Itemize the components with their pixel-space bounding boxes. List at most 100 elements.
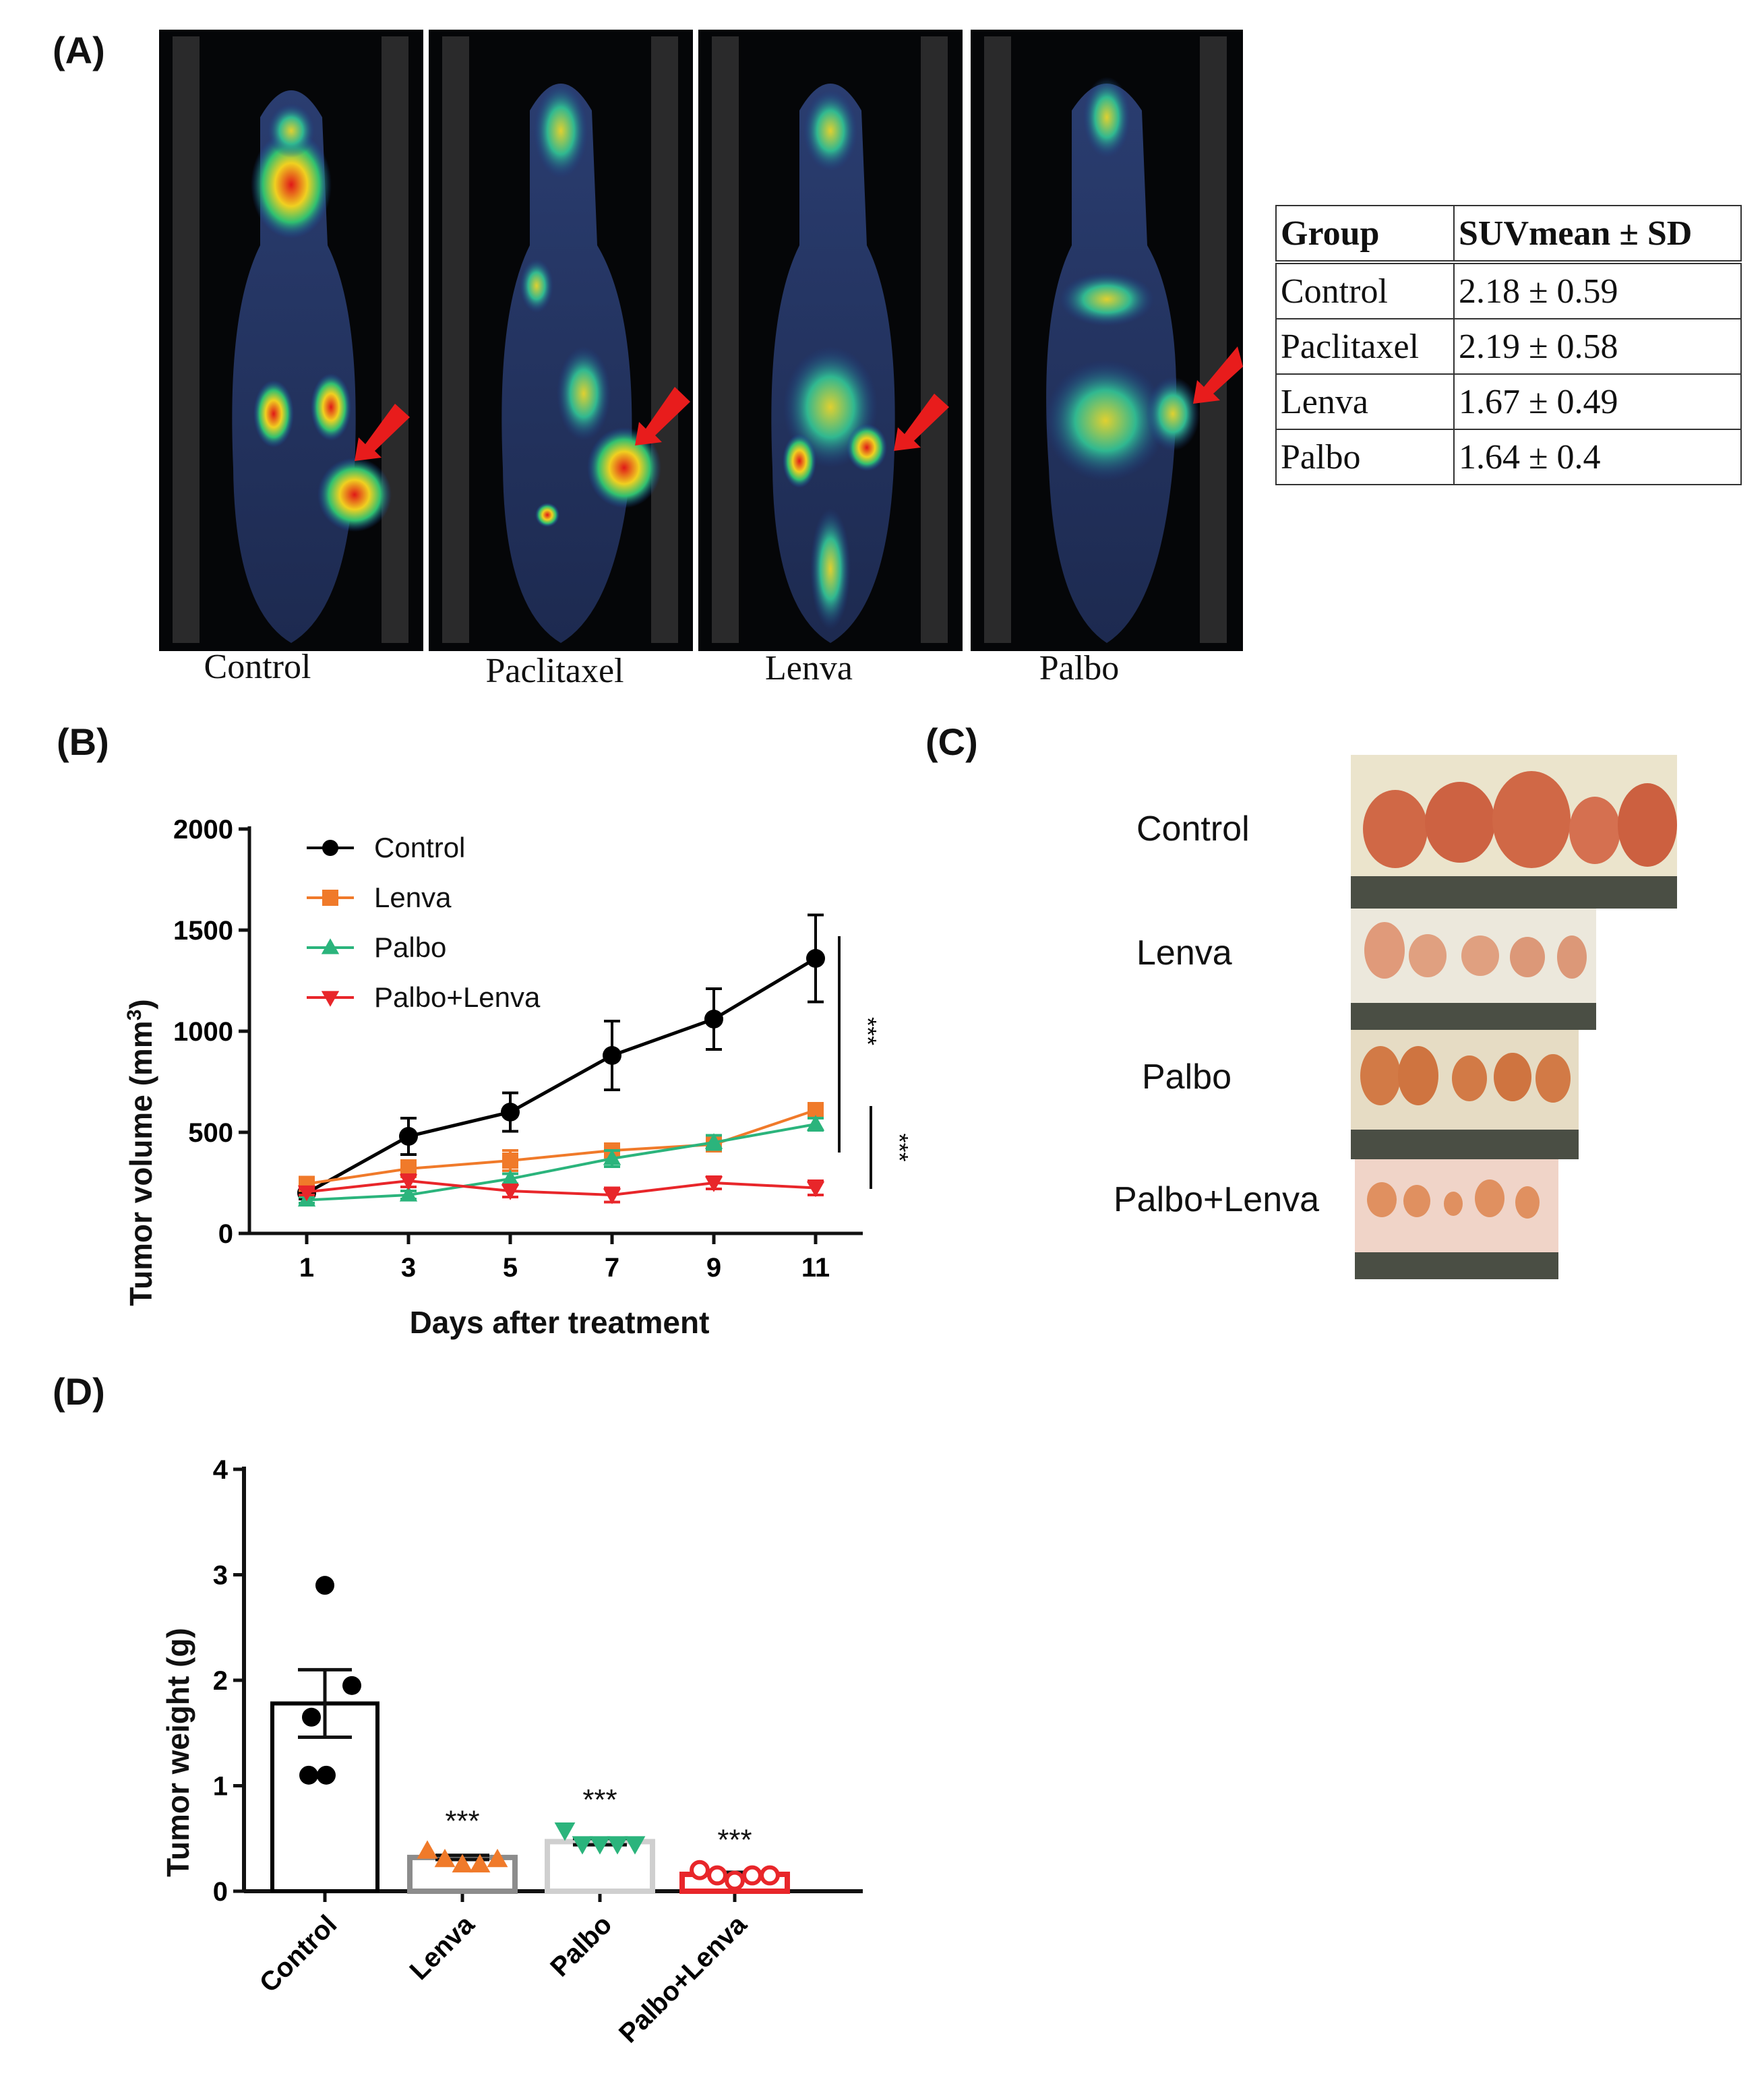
- data-point: [704, 1133, 723, 1149]
- series-line: [306, 1109, 816, 1186]
- data-point: [624, 1836, 646, 1855]
- panel-label-a: (A): [53, 29, 105, 71]
- legend-label: Palbo+Lenva: [374, 981, 541, 1013]
- photo-label-control: Control: [1136, 809, 1250, 849]
- y-axis-label: Tumor volume (mm3): [123, 999, 158, 1306]
- series-line: [305, 956, 817, 1195]
- data-point: [299, 1765, 318, 1785]
- data-point: [607, 1836, 628, 1855]
- pet-scan-paclitaxel: [429, 30, 693, 651]
- data-point: [501, 1169, 520, 1186]
- legend-label: Palbo: [374, 931, 446, 963]
- data-point: [302, 1707, 321, 1727]
- data-point: [452, 1853, 473, 1873]
- data-point: [704, 1176, 723, 1192]
- x-tick-label: 1: [299, 1253, 314, 1283]
- table-row: Control 2.18 ± 0.59: [1275, 262, 1742, 319]
- table-cell: 1.64 ± 0.4: [1453, 429, 1742, 485]
- y-tick-label: 2000: [173, 815, 233, 845]
- data-point: [603, 1046, 621, 1065]
- tumor-photo-lenva: [1351, 909, 1596, 1030]
- significance-label: ***: [886, 1133, 913, 1161]
- scan-label-palbo: Palbo: [1039, 649, 1120, 687]
- table-header-suv: SUVmean ± SD: [1453, 205, 1742, 264]
- y-tick-label: 1000: [173, 1017, 233, 1047]
- data-point: [707, 1865, 727, 1886]
- table-header-group: Group: [1275, 205, 1455, 264]
- photo-label-lenva: Lenva: [1136, 933, 1232, 973]
- scan-label-lenva: Lenva: [765, 649, 853, 687]
- panel-label-c: (C): [925, 720, 978, 763]
- x-tick-label: 5: [503, 1253, 518, 1283]
- legend-label: Control: [374, 832, 465, 863]
- data-point: [806, 949, 825, 968]
- data-point: [554, 1822, 576, 1841]
- data-point: [806, 1181, 825, 1198]
- legend-marker: [321, 938, 340, 954]
- data-point: [297, 1185, 316, 1202]
- y-tick-label: 0: [213, 1877, 228, 1907]
- legend-label: Lenva: [374, 882, 452, 913]
- data-point: [760, 1865, 780, 1886]
- significance-label: ***: [717, 1824, 752, 1857]
- data-point: [399, 1174, 418, 1190]
- data-point: [342, 1676, 361, 1695]
- data-point: [603, 1149, 621, 1165]
- table-cell: 2.18 ± 0.59: [1453, 262, 1742, 319]
- x-tick-label: Palbo: [545, 1909, 617, 1982]
- data-point: [725, 1870, 745, 1891]
- x-tick-label: 9: [706, 1253, 721, 1283]
- data-point: [317, 1765, 336, 1785]
- series-line: [306, 1123, 816, 1202]
- photo-label-palbo-lenva: Palbo+Lenva: [1114, 1180, 1320, 1219]
- series-line: [306, 1179, 816, 1197]
- data-point: [501, 1103, 520, 1122]
- pet-scan-control: [159, 30, 423, 651]
- pet-scan-palbo: [971, 30, 1243, 651]
- x-tick-label: Palbo+Lenva: [613, 1909, 753, 2049]
- data-point: [487, 1848, 508, 1868]
- data-point: [417, 1840, 438, 1859]
- y-tick-label: 0: [218, 1219, 233, 1249]
- x-tick-label: Lenva: [404, 1909, 481, 1986]
- legend-marker: [321, 991, 340, 1007]
- legend-marker: [322, 840, 338, 856]
- data-point: [742, 1865, 762, 1886]
- data-point: [399, 1186, 418, 1202]
- significance-label: ***: [854, 1017, 882, 1045]
- table-cell: Control: [1275, 262, 1455, 319]
- tumor-photo-control: [1351, 755, 1677, 909]
- y-tick-label: 4: [213, 1455, 229, 1485]
- data-point: [589, 1836, 611, 1855]
- panel-label-b: (B): [57, 720, 109, 763]
- data-point: [502, 1153, 518, 1169]
- significance-label: ***: [445, 1805, 479, 1838]
- y-tick-label: 1: [213, 1772, 228, 1802]
- data-point: [690, 1860, 710, 1880]
- data-point: [501, 1184, 520, 1200]
- table-row: Paclitaxel 2.19 ± 0.58: [1275, 318, 1742, 375]
- table-header-row: Group SUVmean ± SD: [1275, 205, 1742, 264]
- y-tick-label: 2: [213, 1666, 228, 1696]
- tumor-photo-palbo-lenva: [1355, 1159, 1558, 1279]
- panel-label-d: (D): [53, 1370, 105, 1413]
- tumor-photo-palbo: [1351, 1030, 1579, 1159]
- table-cell: 1.67 ± 0.49: [1453, 373, 1742, 430]
- table-cell: Paclitaxel: [1275, 318, 1455, 375]
- table-row: Lenva 1.67 ± 0.49: [1275, 373, 1742, 430]
- data-point: [603, 1188, 621, 1204]
- x-axis-label: Days after treatment: [410, 1305, 710, 1340]
- table-row: Palbo 1.64 ± 0.4: [1275, 429, 1742, 485]
- data-point: [399, 1127, 418, 1146]
- x-tick-label: 7: [605, 1253, 619, 1283]
- tumor-volume-chart: 0 500 1000 1500 2000 1 3 5 7 9 11 Control Lenva Palb…: [123, 815, 913, 1340]
- data-point: [704, 1010, 723, 1029]
- pet-scan-lenva: [698, 30, 963, 651]
- significance-label: ***: [582, 1783, 617, 1816]
- y-tick-label: 1500: [173, 916, 233, 946]
- data-point: [572, 1836, 593, 1855]
- scan-label-paclitaxel: Paclitaxel: [485, 652, 624, 690]
- data-point: [469, 1853, 491, 1873]
- scan-label-control: Control: [204, 648, 311, 686]
